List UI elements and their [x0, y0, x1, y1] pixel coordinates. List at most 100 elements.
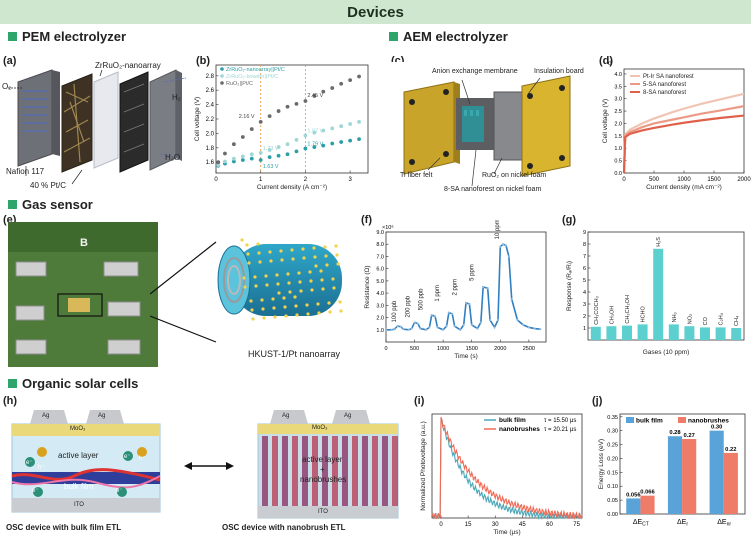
f-step-label: 200 ppb	[405, 295, 411, 317]
b-point	[285, 142, 290, 147]
nanobrush-strand	[302, 436, 308, 506]
nanoparticle-dot	[293, 295, 297, 299]
j-category-label: ΔEr	[677, 519, 688, 528]
b-xtick-label: 2	[304, 177, 308, 183]
section-osc-title: Organic solar cells	[22, 376, 139, 391]
nanobrush-strand	[292, 436, 298, 506]
nanoparticle-dot	[260, 298, 264, 302]
hkust-nanoarray-illustration	[217, 238, 343, 321]
label-bulk-film: bulk film	[64, 482, 94, 491]
g-ytick-label: 9	[583, 230, 586, 236]
f-point	[459, 328, 462, 331]
nanoparticle-dot	[245, 243, 249, 247]
label-ito-left: ITO	[74, 502, 84, 508]
section-pem-title: PEM electrolyzer	[22, 29, 127, 44]
b-point	[249, 152, 254, 157]
caption-bulk-etl: OSC device with bulk film ETL	[6, 523, 122, 532]
j-ytick-label: 0.10	[607, 484, 618, 490]
j-ytick-label: 0.30	[607, 429, 618, 435]
nanoparticle-dot	[253, 275, 257, 279]
b-point	[240, 135, 245, 139]
g-ytick-label: 8	[583, 242, 586, 248]
d-ytick-label: 3.5	[614, 84, 622, 90]
section-marker-icon	[8, 379, 17, 388]
f-point	[396, 325, 399, 328]
nanoparticle-dot	[305, 303, 309, 307]
section-gas: Gas sensor	[8, 197, 93, 212]
f-step-label: 100 ppb	[392, 300, 398, 322]
nanoparticle-dot	[286, 272, 290, 276]
b-point	[339, 124, 344, 129]
g-bar-label: CH₃OH	[609, 306, 615, 324]
label-plus: +	[320, 465, 325, 474]
nanoparticle-dot	[265, 283, 269, 287]
b-point	[276, 109, 281, 113]
j-bar	[723, 452, 738, 514]
nanobrush-strand	[312, 436, 318, 506]
b-legend-marker	[220, 74, 224, 78]
g-ytick-label: 4	[583, 290, 586, 296]
label-o2: O₂	[2, 82, 12, 91]
i-xtick-label: 45	[519, 522, 526, 528]
j-bar-label: 0.30	[711, 425, 722, 431]
f-xtick-label: 1500	[466, 346, 478, 352]
section-marker-icon	[8, 32, 17, 41]
nanoparticle-dot	[294, 304, 298, 308]
d-ytick-label: 2.5	[614, 109, 622, 115]
plot-frame	[431, 413, 583, 519]
panel-label-b: (b)	[196, 55, 211, 67]
j-bar-label: 0.066	[640, 490, 655, 496]
b-point	[231, 159, 236, 164]
nanoparticle-dot	[280, 258, 284, 262]
f-point	[390, 328, 393, 331]
osc-device-illustrations	[11, 410, 399, 519]
b-annotation: 1.63 V	[263, 164, 279, 170]
nanoparticle-dot	[272, 306, 276, 310]
f-step-label: 5 ppm	[469, 264, 475, 281]
f-point	[482, 285, 485, 289]
b-point	[267, 148, 272, 152]
aem-cell-photo	[390, 62, 595, 197]
nanobrush-strand	[352, 436, 358, 506]
nanobrush-strand	[272, 436, 278, 506]
label-ag-1: Ag	[42, 413, 50, 419]
label-ito-right: ITO	[318, 509, 328, 515]
b-point	[330, 126, 335, 131]
g-bar-label: NO₂	[687, 314, 693, 324]
b-ylabel: Cell voltage (V)	[194, 97, 201, 141]
nanoparticle-dot	[323, 245, 327, 249]
label-nafion: Nafion 117	[6, 167, 45, 176]
nanoparticle-dot	[319, 269, 323, 273]
label-active-layer-right: active layer	[302, 455, 343, 464]
g-bar-label: H₂S	[656, 237, 662, 247]
j-legend-marker	[626, 417, 634, 423]
b-point	[348, 138, 353, 143]
g-ytick-label: 5	[583, 278, 586, 284]
g-bar	[668, 324, 679, 340]
f-point	[424, 328, 428, 331]
nanobrush-strand	[322, 436, 328, 506]
nanoparticle-dot	[240, 238, 244, 242]
section-marker-icon	[389, 32, 398, 41]
j-bar	[640, 495, 655, 514]
nanobrush-strand	[262, 436, 268, 506]
plot-frame	[385, 231, 547, 343]
d-xtick-label: 1000	[677, 177, 691, 183]
b-point	[223, 151, 227, 156]
nanoparticle-dot	[324, 254, 328, 258]
b-point	[357, 74, 361, 79]
label-moo3-left: MoO₃	[70, 426, 86, 432]
f-point	[533, 327, 536, 330]
panel-label-i: (i)	[414, 395, 425, 407]
nanoparticle-dot	[298, 280, 302, 284]
b-point	[321, 89, 326, 94]
g-bar-label: CH₃COCH₃	[594, 296, 600, 325]
j-bar	[682, 439, 697, 514]
d-xtick-label: 500	[649, 177, 660, 183]
b-annotation: 1.97 V	[307, 129, 323, 135]
f-point	[436, 326, 439, 329]
f-point	[507, 255, 510, 258]
b-xlabel: Current density (A cm⁻²)	[257, 184, 327, 191]
j-ytick-label: 0.35	[607, 415, 618, 421]
nanoparticle-dot	[302, 256, 306, 260]
